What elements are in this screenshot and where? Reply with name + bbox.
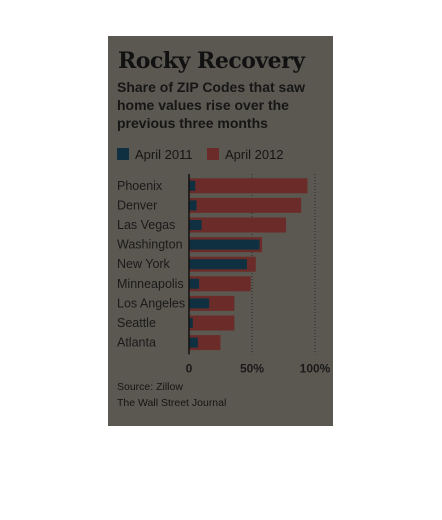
x-tick-label: 100% xyxy=(300,361,331,375)
category-label: Denver xyxy=(117,198,157,212)
chart-title: Rocky Recovery xyxy=(118,48,305,74)
legend-item-april-2012: April 2012 xyxy=(207,146,284,162)
legend-label-april-2012: April 2012 xyxy=(225,146,284,162)
x-tick-label: 0 xyxy=(186,361,193,375)
category-label: Atlanta xyxy=(117,336,156,350)
bar-april-2011 xyxy=(189,318,193,328)
category-label: Phoenix xyxy=(117,179,163,193)
category-label: Minneapolis xyxy=(117,277,184,291)
chart-subtitle: Share of ZIP Codes that saw home values … xyxy=(117,79,306,131)
x-tick-label: 50% xyxy=(240,361,264,375)
bar-april-2011 xyxy=(189,259,247,270)
legend-swatch-april-2012 xyxy=(207,148,219,160)
source-note: Source: Zillow The Wall Street Journal xyxy=(117,379,226,411)
chart-card: Rocky Recovery Share of ZIP Codes that s… xyxy=(108,36,333,426)
bar-april-2011 xyxy=(189,180,196,191)
bar-april-2011 xyxy=(189,278,200,289)
bar-april-2011 xyxy=(189,239,260,250)
bar-chart: Phoenix Denver Las Vegas Washington New York… xyxy=(117,174,331,375)
bar-april-2011 xyxy=(189,298,210,309)
bar-april-2011 xyxy=(189,220,202,230)
bar-april-2011 xyxy=(189,200,197,211)
category-label: Las Vegas xyxy=(117,218,175,232)
category-label: New York xyxy=(117,257,171,271)
bar-april-2011 xyxy=(189,337,198,348)
category-label: Los Angeles xyxy=(117,296,185,310)
bar-april-2012 xyxy=(189,197,302,213)
bar-april-2012 xyxy=(189,217,287,233)
legend-label-april-2011: April 2011 xyxy=(135,146,193,162)
source-line: Source: Zillow xyxy=(117,381,183,393)
bar-april-2012 xyxy=(189,315,235,331)
legend-swatch-april-2011 xyxy=(117,148,129,160)
bar-april-2012 xyxy=(189,178,308,194)
category-label: Seattle xyxy=(117,316,156,330)
legend-item-april-2011: April 2011 xyxy=(117,146,193,162)
publisher-line: The Wall Street Journal xyxy=(117,397,227,409)
category-label: Washington xyxy=(117,238,183,252)
bar-april-2012 xyxy=(189,276,251,292)
